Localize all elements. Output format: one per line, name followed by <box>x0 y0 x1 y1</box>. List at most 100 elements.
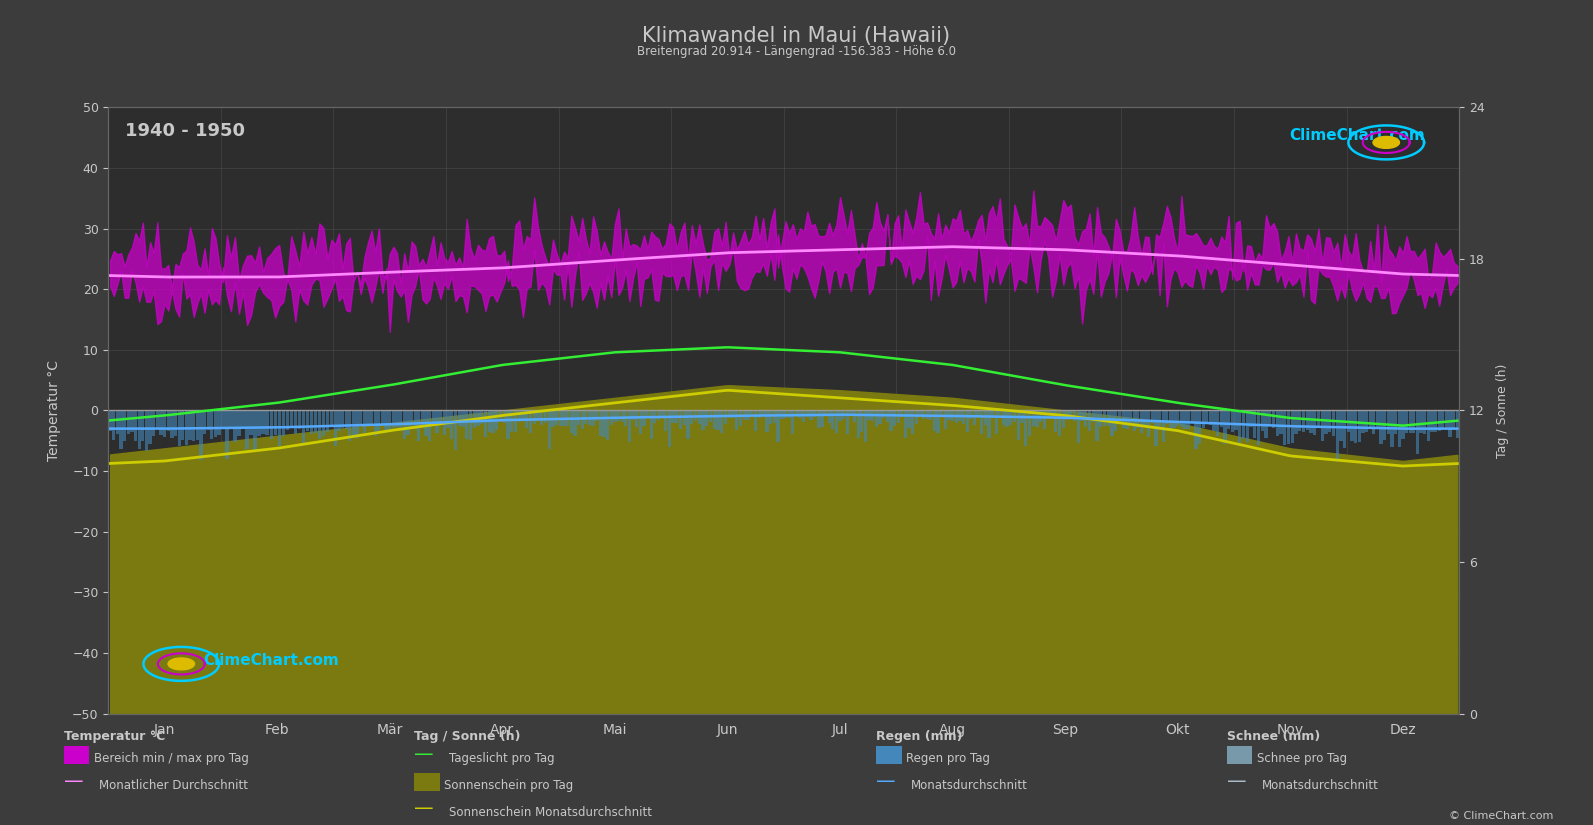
Bar <box>137 411 140 449</box>
Polygon shape <box>167 658 194 670</box>
Bar <box>174 411 177 436</box>
Bar <box>1172 411 1176 427</box>
Bar <box>424 411 427 436</box>
Bar <box>370 411 373 425</box>
Bar <box>1306 411 1309 430</box>
Bar <box>742 411 746 420</box>
Bar <box>653 411 656 423</box>
Bar <box>889 411 892 431</box>
Bar <box>1351 411 1354 441</box>
Bar <box>1223 411 1227 444</box>
Bar <box>631 411 634 420</box>
Bar <box>562 411 566 426</box>
Bar <box>502 411 507 423</box>
Bar <box>883 411 886 418</box>
Bar <box>1227 411 1230 429</box>
Bar <box>537 411 540 422</box>
Bar <box>701 411 704 430</box>
Bar <box>1021 411 1024 422</box>
Bar <box>317 411 322 440</box>
Bar <box>1282 411 1286 446</box>
Bar <box>1136 411 1139 428</box>
Bar <box>358 411 362 426</box>
Text: —: — <box>876 771 895 791</box>
Bar <box>1141 411 1144 433</box>
Bar <box>398 411 403 430</box>
Bar <box>253 411 256 450</box>
Bar <box>1027 411 1031 436</box>
Bar <box>690 411 693 423</box>
Bar <box>108 411 112 431</box>
Text: ClimeChart.com: ClimeChart.com <box>202 653 339 668</box>
Bar <box>602 411 605 436</box>
Bar <box>1058 411 1061 436</box>
Bar <box>269 411 272 439</box>
Bar <box>1405 411 1408 433</box>
Bar <box>112 411 115 441</box>
Bar <box>170 411 174 438</box>
Bar <box>499 411 502 421</box>
Bar <box>784 411 787 418</box>
Bar <box>671 411 675 423</box>
Bar <box>795 411 798 417</box>
Text: —: — <box>1227 771 1246 791</box>
Bar <box>116 411 119 434</box>
Bar <box>266 411 269 436</box>
Bar <box>871 411 875 421</box>
Bar <box>695 411 698 421</box>
Bar <box>1276 411 1279 436</box>
Bar <box>446 411 449 428</box>
Bar <box>787 411 790 418</box>
Bar <box>1039 411 1042 422</box>
Bar <box>409 411 413 426</box>
Bar <box>1096 411 1099 441</box>
Bar <box>298 411 301 429</box>
Bar <box>900 411 903 417</box>
Bar <box>758 411 761 418</box>
Bar <box>1408 411 1411 433</box>
Bar <box>518 411 521 422</box>
Bar <box>290 411 293 428</box>
Bar <box>1357 411 1360 441</box>
Bar <box>806 411 809 417</box>
Bar <box>962 411 965 424</box>
Bar <box>1332 411 1335 436</box>
Bar <box>199 411 202 460</box>
Bar <box>926 411 929 418</box>
Text: Klimawandel in Maui (Hawaii): Klimawandel in Maui (Hawaii) <box>642 26 951 46</box>
Bar <box>421 411 424 426</box>
Bar <box>1448 411 1451 437</box>
Y-axis label: Temperatur °C: Temperatur °C <box>46 360 61 461</box>
Bar <box>554 411 559 426</box>
Bar <box>237 411 241 436</box>
Bar <box>1147 411 1150 437</box>
Bar <box>570 411 573 433</box>
Bar <box>327 411 330 431</box>
Bar <box>134 411 137 441</box>
Bar <box>1215 411 1219 436</box>
Text: Monatsdurchschnitt: Monatsdurchschnitt <box>1262 779 1378 792</box>
Bar <box>965 411 969 432</box>
Bar <box>202 411 205 434</box>
Bar <box>465 411 468 439</box>
Bar <box>776 411 779 441</box>
Bar <box>1321 411 1324 441</box>
Bar <box>824 411 827 417</box>
Bar <box>1118 411 1121 421</box>
Text: Sonnenschein pro Tag: Sonnenschein pro Tag <box>444 779 573 792</box>
Bar <box>1456 411 1459 437</box>
Bar <box>1091 411 1094 422</box>
Bar <box>645 411 650 417</box>
Bar <box>918 411 922 416</box>
Bar <box>1394 411 1397 434</box>
Bar <box>1445 411 1448 429</box>
Bar <box>414 411 417 429</box>
Bar <box>573 411 577 436</box>
Bar <box>218 411 221 435</box>
Bar <box>363 411 366 433</box>
Bar <box>1434 411 1437 431</box>
Bar <box>610 411 613 425</box>
Bar <box>1397 411 1400 447</box>
Text: Monatlicher Durchschnitt: Monatlicher Durchschnitt <box>99 779 249 792</box>
Bar <box>914 411 918 424</box>
